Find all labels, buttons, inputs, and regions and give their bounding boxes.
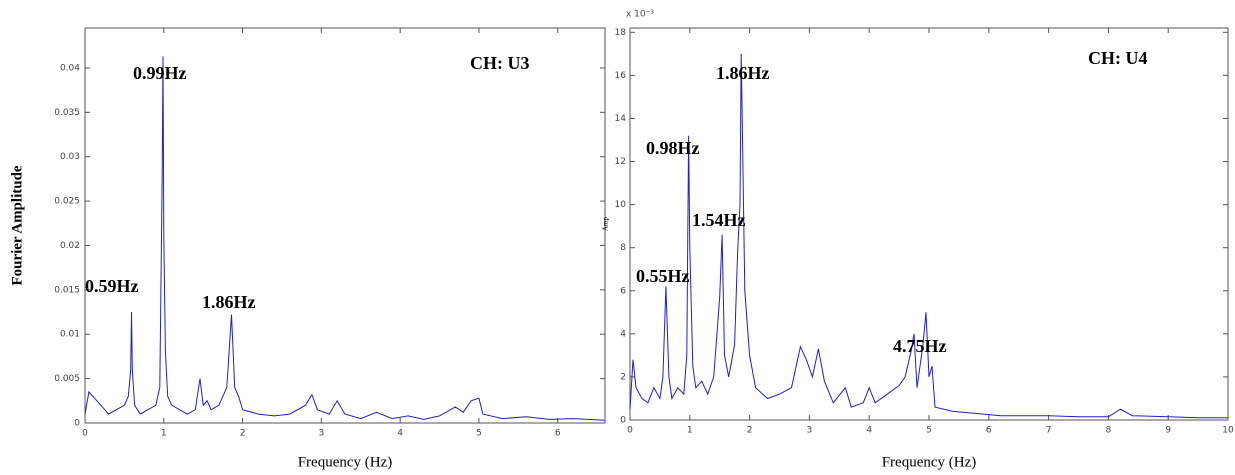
- x-tick-label: 0: [627, 426, 633, 436]
- plot-area: [84, 27, 606, 424]
- x-tick-label: 3: [318, 429, 324, 439]
- x-tick-label: 8: [1106, 426, 1112, 436]
- x-tick-label: 1: [161, 429, 167, 439]
- x-tick-label: 9: [1165, 426, 1171, 436]
- y-tick-label: 0.035: [54, 108, 80, 118]
- x-tick-label: 3: [807, 426, 813, 436]
- x-tick-label: 5: [926, 426, 932, 436]
- y-tick-label: 0.025: [54, 197, 80, 207]
- x-tick-label: 5: [476, 429, 482, 439]
- y-tick-label: 16: [615, 71, 627, 81]
- x-axis-label: Frequency (Hz): [298, 454, 393, 470]
- x-tick-label: 7: [1046, 426, 1052, 436]
- y-tick-label: 6: [620, 286, 626, 296]
- y-tick-label: 14: [615, 114, 627, 124]
- x-tick-label: 6: [555, 429, 561, 439]
- peak-annotation: 1.54Hz: [692, 210, 746, 230]
- peak-annotation: 1.86Hz: [202, 292, 256, 312]
- y-axis-label: Fourier Amplitude: [9, 165, 25, 285]
- y-tick-label: 2: [620, 372, 626, 382]
- x-tick-label: 2: [747, 426, 753, 436]
- y-tick-label: 4: [620, 329, 626, 339]
- x-tick-label: 2: [240, 429, 246, 439]
- spectrum-line: [629, 53, 1228, 419]
- peak-annotation: 0.98Hz: [646, 138, 700, 158]
- chart-title: CH: U3: [470, 53, 530, 73]
- y-tick-label: 10: [615, 200, 627, 210]
- y-tick-label: 18: [615, 28, 627, 38]
- y-tick-label: 0: [74, 419, 80, 429]
- peak-annotation: 0.55Hz: [636, 266, 690, 286]
- y-tick-label: 0.02: [60, 241, 80, 251]
- x-axis-label: Frequency (Hz): [882, 454, 977, 470]
- chart-title: CH: U4: [1088, 48, 1148, 68]
- x-tick-label: 1: [687, 426, 693, 436]
- peak-annotation: 4.75Hz: [893, 336, 947, 356]
- y-tick-label: 0.01: [60, 330, 80, 340]
- y-tick-label: 0: [620, 416, 626, 426]
- y-tick-label: 0.04: [60, 63, 80, 73]
- y-tick-label: 0.015: [54, 285, 80, 295]
- x-tick-label: 4: [866, 426, 872, 436]
- x-tick-label: 0: [82, 429, 88, 439]
- x-tick-label: 6: [986, 426, 992, 436]
- peak-annotation: 0.99Hz: [133, 63, 187, 83]
- x-tick-label: 4: [397, 429, 403, 439]
- spectrum-line: [84, 56, 606, 421]
- x-tick-label: 10: [1222, 426, 1234, 436]
- y-tick-label: 12: [615, 157, 626, 167]
- plot-area: [629, 27, 1229, 421]
- peak-annotation: 1.86Hz: [716, 63, 770, 83]
- peak-annotation: 0.59Hz: [85, 276, 139, 296]
- y-axis-label: Amp: [602, 217, 610, 232]
- y-tick-label: 0.03: [60, 152, 80, 162]
- y-multiplier: x 10⁻³: [626, 10, 654, 20]
- y-tick-label: 0.005: [54, 374, 80, 384]
- y-tick-label: 8: [620, 243, 626, 253]
